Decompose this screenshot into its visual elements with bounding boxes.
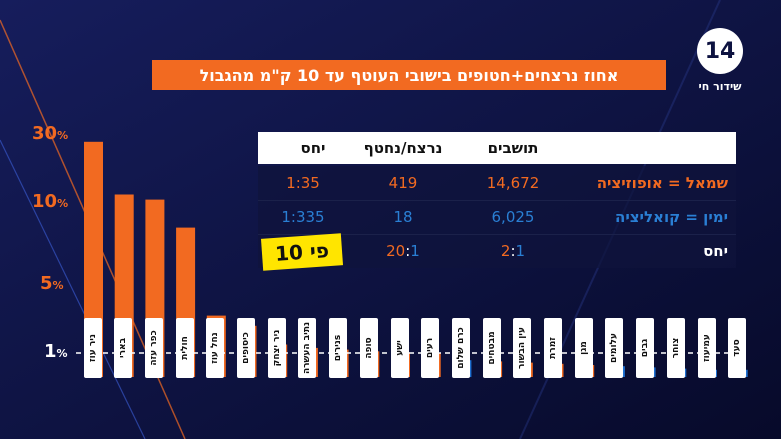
row-label-coalition: ימין = קואליציה	[615, 208, 728, 226]
y-tick-unit: %	[57, 197, 69, 210]
y-tick-10: 10%	[32, 191, 68, 212]
category-label-4: חולית	[175, 318, 194, 378]
category-label-text: עלומים	[609, 333, 620, 363]
table-row-coalition: 1:335 18 6,025 ימין = קואליציה	[258, 200, 736, 235]
category-label-text: סופה	[363, 337, 374, 359]
category-label-19: גבים	[636, 318, 655, 378]
category-label-11: ישע	[390, 318, 409, 378]
category-label-text: ניר עוז	[87, 334, 98, 362]
category-label-text: ניריםs	[333, 334, 344, 362]
y-tick-unit: %	[52, 279, 64, 292]
live-broadcast-label: שידור חי	[698, 80, 742, 93]
category-label-text: כרם שלום	[455, 327, 466, 369]
category-label-9: ניריםs	[329, 318, 348, 378]
category-label-text: צוחר	[670, 337, 681, 359]
times-ten-badge: פי 10	[260, 233, 344, 271]
category-label-text: נתיב העשרה	[302, 321, 313, 375]
category-label-15: עין הבשור	[513, 318, 532, 378]
y-tick-5: 5%	[40, 273, 64, 294]
victims-coalition: 18	[393, 208, 413, 226]
residents-ratio-left: 2	[500, 242, 511, 260]
category-label-8: נתיב העשרה	[298, 318, 317, 378]
channel-logo: 14	[697, 28, 743, 74]
y-tick-unit: %	[56, 347, 68, 360]
victims-ratio-left: 20	[386, 242, 406, 260]
category-label-3: כפר עזה	[144, 318, 163, 378]
category-label-text: סעד	[732, 339, 743, 357]
category-label-20: צוחר	[666, 318, 685, 378]
residents-ratio: 2:1	[458, 234, 568, 268]
comparison-table: יחס נרצח/נחטף תושבים 1:35 419 14,672 שמא…	[258, 132, 736, 270]
category-label-text: עמיעוז	[701, 334, 712, 362]
table-row-opposition: 1:35 419 14,672 שמאל = אופוזיציה	[258, 166, 736, 201]
category-label-text: כפר עזה	[148, 330, 159, 366]
category-label-text: מבטחים	[486, 331, 497, 365]
y-tick-1: 1%	[44, 341, 68, 362]
category-label-text: עין הבשור	[517, 327, 528, 369]
category-label-7: ניר יצחק	[267, 318, 286, 378]
category-label-18: עלומים	[605, 318, 624, 378]
y-tick-value: 1	[44, 341, 57, 362]
y-tick-value: 10	[32, 191, 58, 212]
row-label-ratio: יחס	[703, 242, 728, 260]
y-tick-value: 30	[32, 123, 58, 144]
category-label-text: גבים	[640, 338, 651, 358]
row-label-opposition: שמאל = אופוזיציה	[596, 174, 728, 192]
category-label-text: רעים	[425, 337, 436, 359]
category-label-5: נחל עוז	[206, 318, 225, 378]
category-label-text: ניר יצחק	[271, 329, 282, 367]
category-label-text: מגן	[578, 341, 589, 355]
category-label-text: זמרת	[548, 337, 558, 359]
category-label-text: נחל עוז	[210, 332, 221, 364]
ratio-opposition: 1:35	[286, 174, 320, 192]
category-label-12: רעים	[421, 318, 440, 378]
category-label-21: עמיעוז	[697, 318, 716, 378]
y-tick-unit: %	[57, 129, 69, 142]
chart-title: אחוז נרצחים+חטופים בישובי העוטף עד 10 ק"…	[152, 60, 666, 90]
category-label-17: מגן	[574, 318, 593, 378]
ratio-coalition: 1:335	[281, 208, 325, 226]
header-residents: תושבים	[487, 139, 539, 157]
victims-ratio: 20:1	[348, 234, 458, 268]
category-label-text: ישע	[394, 340, 405, 356]
category-label-16: זמרת	[544, 318, 562, 378]
category-label-text: כיסופים	[241, 332, 251, 364]
category-label-text: בארי	[118, 337, 129, 359]
category-label-14: מבטחים	[482, 318, 501, 378]
category-label-6: כיסופים	[237, 318, 255, 378]
y-tick-value: 5	[40, 273, 53, 294]
category-label-10: סופה	[359, 318, 378, 378]
victims-ratio-right: 1	[410, 242, 420, 260]
residents-coalition: 6,025	[491, 208, 535, 226]
victims-opposition: 419	[388, 174, 418, 192]
residents-opposition: 14,672	[486, 174, 540, 192]
residents-ratio-right: 1	[515, 242, 526, 260]
header-ratio: יחס	[300, 139, 326, 157]
victims-ratio-colon: :	[405, 242, 411, 260]
y-tick-30: 30%	[32, 123, 68, 144]
category-label-text: חולית	[179, 336, 190, 360]
category-label-13: כרם שלום	[451, 318, 470, 378]
header-victims: נרצח/נחטף	[363, 139, 443, 157]
category-label-2: בארי	[114, 318, 133, 378]
category-label-1: ניר עוז	[83, 318, 102, 378]
residents-ratio-colon: :	[510, 242, 516, 260]
category-label-22: סעד	[728, 318, 747, 378]
table-header: יחס נרצח/נחטף תושבים	[258, 132, 736, 164]
